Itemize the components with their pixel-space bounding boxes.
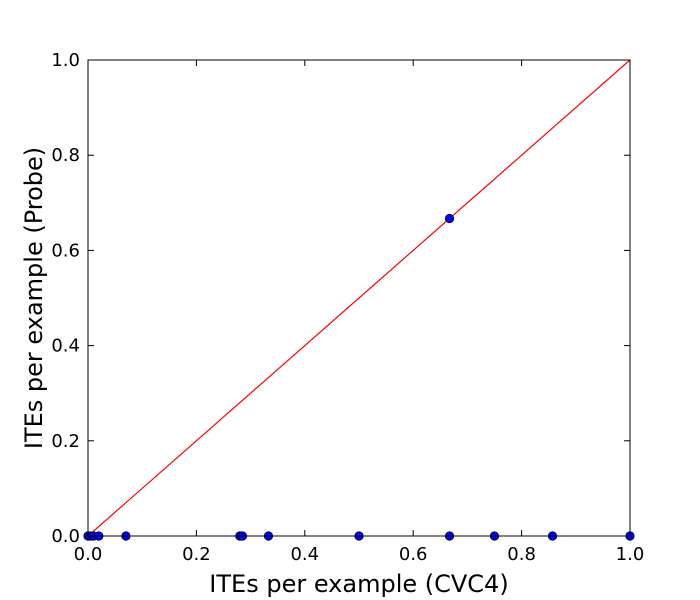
x-tick-label: 0.4 xyxy=(290,544,319,565)
x-tick-label: 0.8 xyxy=(507,544,536,565)
x-tick-label: 0.6 xyxy=(399,544,428,565)
y-tick-label: 0.0 xyxy=(51,526,80,547)
x-tick-label: 1.0 xyxy=(616,544,645,565)
data-point xyxy=(444,213,455,224)
y-tick-label: 1.0 xyxy=(51,50,80,71)
x-axis-label: ITEs per example (CVC4) xyxy=(209,570,508,598)
y-tick-label: 0.4 xyxy=(51,336,80,357)
x-tick-label: 0.0 xyxy=(74,544,103,565)
plot-frame xyxy=(87,59,631,537)
y-axis-ticks: 0.0 0.2 0.4 0.6 0.8 1.0 xyxy=(51,50,630,547)
x-axis-ticks: 0.0 0.2 0.4 0.6 0.8 1.0 xyxy=(74,60,645,565)
reference-line-layer xyxy=(87,59,631,537)
x-tick-label: 0.2 xyxy=(182,544,211,565)
y-axis-label: ITEs per example (Probe) xyxy=(20,147,48,449)
reference-line-identity xyxy=(87,59,631,537)
y-tick-label: 0.2 xyxy=(51,431,80,452)
y-tick-label: 0.8 xyxy=(51,145,80,166)
y-tick-label: 0.6 xyxy=(51,240,80,261)
